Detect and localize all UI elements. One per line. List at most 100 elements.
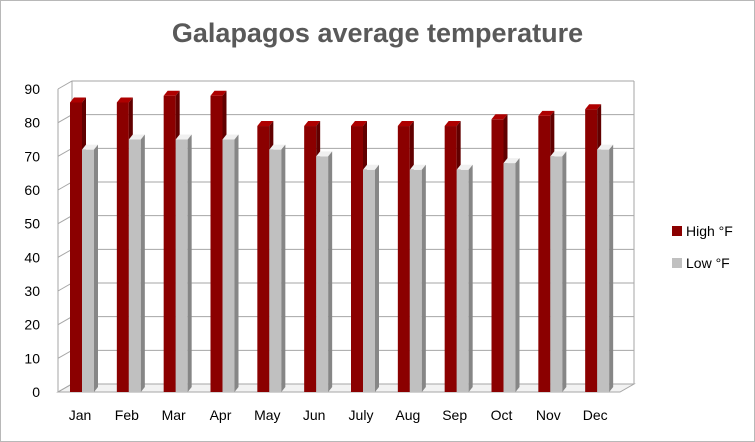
bar-front [550, 156, 563, 392]
bar-top [316, 151, 333, 157]
bar-top [397, 121, 414, 127]
legend-swatch [672, 258, 682, 268]
bar-front [116, 102, 129, 392]
bar-top [116, 97, 133, 103]
x-tick-label: Dec [583, 407, 608, 423]
x-tick-label: Jun [303, 407, 326, 423]
bar-front [397, 126, 410, 393]
x-tick-label: Mar [162, 407, 186, 423]
y-tick-label: 30 [24, 283, 40, 299]
x-tick-label: Aug [395, 407, 420, 423]
bar-front [585, 109, 598, 392]
bar-side [94, 144, 98, 392]
bar-front [163, 95, 176, 392]
bar-top [128, 134, 145, 140]
bar-top [444, 121, 461, 127]
x-tick-label: Nov [536, 407, 561, 423]
bar-side [421, 164, 426, 392]
bar-top [597, 144, 614, 150]
bar-front [175, 139, 188, 392]
bar-top [163, 90, 180, 96]
bar-low [175, 134, 192, 392]
y-tick-label: 80 [24, 115, 40, 131]
y-tick-label: 60 [24, 182, 40, 198]
legend: High °F Low °F [672, 223, 733, 271]
bar-low [316, 151, 333, 392]
x-tick-label: Jan [69, 407, 92, 423]
bar-top [304, 121, 321, 127]
bar-low [503, 158, 520, 392]
bar-top [363, 164, 379, 170]
bar-front [269, 149, 282, 392]
bar-top [503, 158, 520, 164]
x-tick-label: Sep [442, 407, 467, 423]
y-tick-label: 10 [24, 350, 40, 366]
bar-side [234, 134, 239, 392]
bar-front [70, 102, 82, 392]
bar-front [304, 126, 317, 393]
x-tick-label: July [349, 407, 374, 423]
bar-front [503, 163, 516, 392]
bar-top [257, 121, 274, 127]
bar-side [468, 164, 473, 392]
x-tick-label: Oct [491, 407, 513, 423]
bar-low [363, 164, 379, 392]
y-tick-label: 70 [24, 148, 40, 164]
x-tick-label: Feb [115, 407, 139, 423]
bar-low [269, 144, 286, 392]
bar-front [210, 95, 223, 392]
bar-top [70, 97, 86, 103]
bar-side [187, 134, 192, 392]
y-tick-label: 20 [24, 317, 40, 333]
bar-front [351, 126, 363, 393]
y-tick-label: 50 [24, 216, 40, 232]
bar-top [82, 144, 98, 150]
gridline [57, 80, 634, 90]
bar-top [491, 114, 508, 120]
bar-low [128, 134, 145, 392]
bar-side [609, 144, 614, 392]
bar-front [257, 126, 270, 393]
bar-front [409, 169, 422, 392]
bar-front [538, 115, 551, 392]
bar-low [456, 164, 473, 392]
bar-side [328, 151, 333, 392]
legend-label: High °F [686, 223, 733, 239]
y-tick-label: 90 [24, 81, 40, 97]
y-axis-tick-labels: 0 10 20 30 40 50 60 70 80 90 [24, 81, 40, 400]
bar-front [491, 119, 504, 393]
bar-top [351, 121, 367, 127]
legend-swatch [672, 226, 682, 236]
bar-top [550, 151, 567, 157]
bars [70, 90, 614, 393]
bar-top [456, 164, 473, 170]
bar-front [316, 156, 329, 392]
bar-top [175, 134, 192, 140]
bar-front [363, 169, 375, 392]
bar-low [409, 164, 426, 392]
x-tick-label: May [254, 407, 280, 423]
bar-top [538, 110, 555, 116]
bar-side [375, 164, 379, 392]
bar-top [269, 144, 286, 150]
bar-front [128, 139, 141, 392]
bar-low [550, 151, 567, 392]
chart-title: Galapagos average temperature [171, 18, 584, 48]
bar-top [409, 164, 426, 170]
x-axis-tick-labels: Jan Feb Mar Apr May Jun July Aug Sep Oct Nov Dec [69, 407, 608, 423]
legend-label: Low °F [686, 255, 730, 271]
bar-front [82, 149, 94, 392]
bar-top [222, 134, 239, 140]
bar-side [140, 134, 145, 392]
bar-low [222, 134, 239, 392]
bar-top [585, 104, 602, 110]
bar-low [597, 144, 614, 392]
y-tick-label: 0 [32, 384, 40, 400]
bar-front [597, 149, 610, 392]
y-tick-label: 40 [24, 249, 40, 265]
bar-low [82, 144, 98, 392]
bar-front [444, 126, 457, 393]
x-tick-label: Apr [210, 407, 232, 423]
bar-side [281, 144, 286, 392]
